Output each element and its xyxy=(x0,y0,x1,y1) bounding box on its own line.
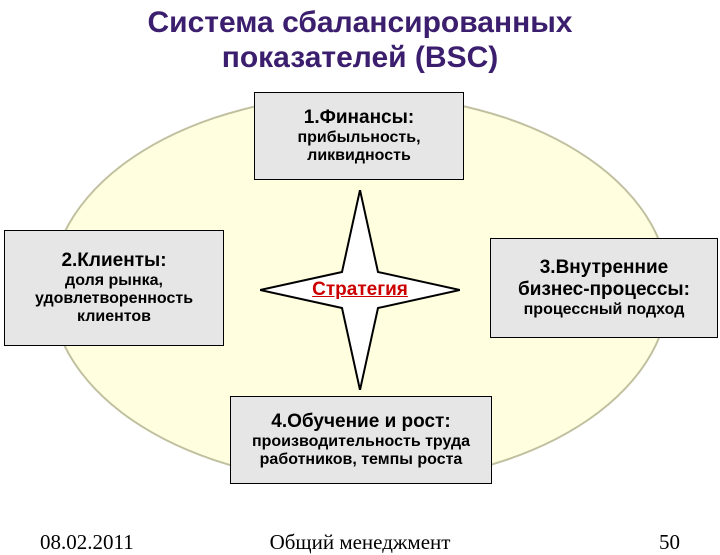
box-learning-title: 4.Обучение и рост: xyxy=(235,411,487,433)
star-shape: Стратегия xyxy=(260,190,460,390)
box-finance-desc1: прибыльность, xyxy=(259,129,459,147)
box-clients-desc1: доля рынка, xyxy=(9,272,219,290)
box-clients-desc3: клиентов xyxy=(9,308,219,326)
star-label: Стратегия xyxy=(312,279,408,301)
footer-page: 50 xyxy=(659,530,680,555)
box-processes-title2: бизнес-процессы: xyxy=(495,279,713,301)
box-clients-title: 2.Клиенты: xyxy=(9,250,219,272)
box-processes-desc1: процессный подход xyxy=(495,301,713,319)
title-line1: Система сбалансированных xyxy=(147,6,572,39)
box-processes: 3.Внутренние бизнес-процессы: процессный… xyxy=(490,238,718,338)
box-clients-desc2: удовлетворенность xyxy=(9,290,219,308)
box-learning-desc2: работников, темпы роста xyxy=(235,451,487,469)
box-learning-desc1: производительность труда xyxy=(235,433,487,451)
slide-title: Система сбалансированных показателей (BS… xyxy=(0,6,720,75)
footer-center: Общий менеджмент xyxy=(270,530,451,555)
box-finance-desc2: ликвидность xyxy=(259,147,459,165)
box-processes-title1: 3.Внутренние xyxy=(495,257,713,279)
box-finance: 1.Финансы: прибыльность, ликвидность xyxy=(254,92,464,180)
title-line2: показателей (BSC) xyxy=(222,41,499,74)
footer-date: 08.02.2011 xyxy=(40,530,134,555)
box-finance-title: 1.Финансы: xyxy=(259,107,459,129)
box-clients: 2.Клиенты: доля рынка, удовлетворенность… xyxy=(4,230,224,346)
box-learning: 4.Обучение и рост: производительность тр… xyxy=(230,396,492,484)
